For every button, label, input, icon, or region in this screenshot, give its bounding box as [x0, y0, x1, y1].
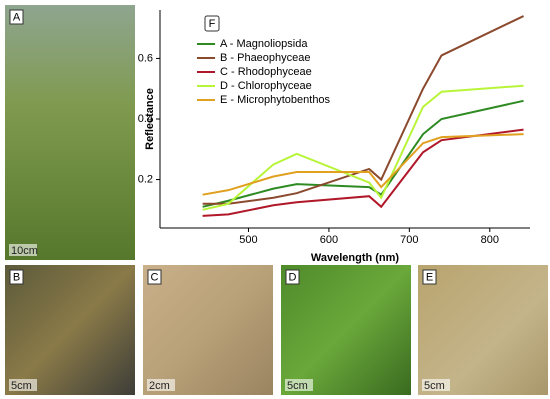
x-tick-label: 700 — [400, 234, 418, 246]
legend-label: C - Rhodophyceae — [220, 66, 312, 78]
scale-bar — [9, 379, 37, 391]
panel-label: E — [426, 271, 433, 283]
legend-label: D - Chlorophyceae — [220, 80, 312, 92]
y-tick-label: 0.4 — [138, 113, 153, 125]
legend-label: A - Magnoliopsida — [220, 38, 308, 50]
scale-bar — [9, 244, 37, 256]
legend-label: E - Microphytobenthos — [220, 94, 331, 106]
series-line — [202, 15, 524, 205]
photo — [5, 5, 135, 260]
x-tick-label: 800 — [481, 234, 499, 246]
scale-bar — [285, 379, 313, 391]
panel-label-box — [422, 269, 437, 285]
panel-label: C — [151, 271, 159, 283]
photo — [5, 265, 135, 395]
scale-label: 5cm — [11, 380, 32, 392]
panel-label-box — [9, 9, 24, 25]
legend-title-box — [204, 15, 220, 32]
scale-label: 10cm — [11, 245, 38, 257]
photos: A 10cm B 5cm C 2cm D 5cm E 5cm — [5, 5, 548, 395]
panel-label-box — [9, 269, 24, 285]
scale-label: 5cm — [424, 380, 445, 392]
panel-label-box — [285, 269, 300, 285]
panel-label: D — [289, 271, 297, 283]
scale-label: 2cm — [149, 380, 170, 392]
y-axis-label: Reflectance — [144, 88, 156, 150]
scale-bar — [147, 379, 175, 391]
series-line — [202, 99, 524, 208]
scale-bar — [422, 379, 450, 391]
panel-label: B — [13, 271, 20, 283]
photo — [418, 265, 548, 395]
x-axis-label: Wavelength (nm) — [311, 252, 400, 264]
photo — [143, 265, 273, 395]
scale-label: 5cm — [287, 380, 308, 392]
series-line — [202, 133, 524, 196]
photo — [281, 265, 411, 395]
chart: 0.2 0.4 0.6 500 600 700 800 Wavelength (nm) Refl… — [138, 10, 530, 264]
legend-label: B - Phaeophyceae — [220, 52, 311, 64]
series-line — [202, 84, 524, 211]
panel-label: A — [13, 11, 21, 23]
panel-label-box — [147, 269, 162, 285]
y-tick-label: 0.2 — [138, 173, 153, 185]
x-tick-label: 500 — [239, 234, 257, 246]
x-tick-label: 600 — [320, 234, 338, 246]
y-tick-label: 0.6 — [138, 52, 153, 64]
series-line — [202, 128, 524, 217]
legend-title: F — [209, 18, 216, 30]
